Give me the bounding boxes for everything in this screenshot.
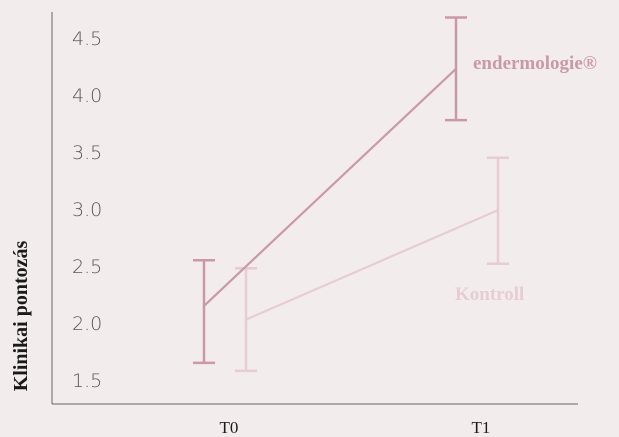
y-tick-label: 3.5 [72,142,102,164]
error-bar [487,156,509,265]
error-bar [193,259,215,365]
y-axis-label: Klinikai pontozás [10,240,32,391]
y-tick-label: 4.5 [72,28,102,50]
y-tick-labels: 1.5 2.0 2.5 3.0 3.5 4.0 4.5 [72,28,102,392]
series-label-kontroll: Kontroll [455,284,524,305]
series-line [245,209,499,321]
y-tick-label: 1.5 [72,370,102,392]
x-tick-labels: T0 T1 [220,418,491,437]
series-kontroll [235,156,509,373]
y-tick-label: 2.0 [72,313,102,335]
y-tick-label: 3.0 [72,199,102,221]
y-tick-label: 2.5 [72,256,102,278]
x-tick-label: T1 [472,418,491,437]
axes [51,12,578,405]
y-tick-label: 4.0 [72,85,102,107]
series-label-endermologie: endermologie® [473,53,597,74]
x-tick-label: T0 [220,418,239,437]
series-group [193,16,509,373]
series-line [203,67,457,307]
series-endermologie [193,16,467,365]
